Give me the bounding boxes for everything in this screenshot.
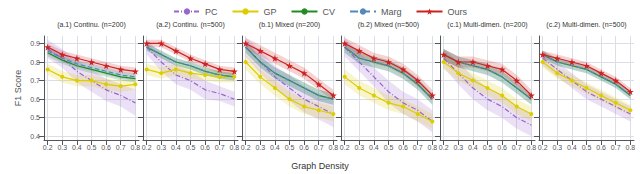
svg-text:0.6: 0.6 bbox=[497, 144, 507, 151]
svg-text:0.5: 0.5 bbox=[186, 144, 196, 151]
svg-text:0.7: 0.7 bbox=[30, 77, 40, 84]
svg-text:(a.2) Continu. (n=500): (a.2) Continu. (n=500) bbox=[156, 21, 225, 29]
svg-text:0.3: 0.3 bbox=[453, 144, 463, 151]
svg-text:0.3: 0.3 bbox=[354, 144, 364, 151]
svg-text:0.5: 0.5 bbox=[483, 144, 493, 151]
svg-text:0.5: 0.5 bbox=[582, 144, 592, 151]
svg-text:0.8: 0.8 bbox=[130, 144, 140, 151]
svg-text:0.6: 0.6 bbox=[398, 144, 408, 151]
svg-text:0.7: 0.7 bbox=[116, 144, 126, 151]
svg-text:0.4: 0.4 bbox=[468, 144, 478, 151]
svg-text:0.6: 0.6 bbox=[30, 96, 40, 103]
svg-text:(b.1) Mixed (n=200): (b.1) Mixed (n=200) bbox=[259, 21, 320, 29]
svg-text:Graph Density: Graph Density bbox=[291, 161, 349, 171]
svg-text:0.7: 0.7 bbox=[215, 144, 225, 151]
svg-text:0.8: 0.8 bbox=[30, 59, 40, 66]
svg-text:0.2: 0.2 bbox=[43, 144, 53, 151]
svg-text:0.5: 0.5 bbox=[87, 144, 97, 151]
svg-text:0.4: 0.4 bbox=[369, 144, 379, 151]
svg-text:Ours: Ours bbox=[448, 7, 468, 17]
svg-text:0.4: 0.4 bbox=[171, 144, 181, 151]
svg-text:0.6: 0.6 bbox=[200, 144, 210, 151]
svg-text:0.8: 0.8 bbox=[229, 144, 239, 151]
svg-text:0.3: 0.3 bbox=[156, 144, 166, 151]
svg-text:0.2: 0.2 bbox=[241, 144, 251, 151]
svg-text:0.7: 0.7 bbox=[611, 144, 621, 151]
svg-text:0.8: 0.8 bbox=[625, 144, 635, 151]
svg-text:0.8: 0.8 bbox=[328, 144, 338, 151]
svg-text:0.5: 0.5 bbox=[384, 144, 394, 151]
svg-text:GP: GP bbox=[263, 7, 276, 17]
svg-text:0.2: 0.2 bbox=[439, 144, 449, 151]
svg-text:0.5: 0.5 bbox=[285, 144, 295, 151]
svg-text:(c.1) Multi-dimen. (n=200): (c.1) Multi-dimen. (n=200) bbox=[447, 21, 527, 29]
svg-text:0.2: 0.2 bbox=[142, 144, 152, 151]
svg-text:CV: CV bbox=[322, 7, 335, 17]
svg-text:0.4: 0.4 bbox=[270, 144, 280, 151]
svg-text:F1 Score: F1 Score bbox=[13, 70, 23, 107]
svg-text:0.3: 0.3 bbox=[552, 144, 562, 151]
svg-text:0.5: 0.5 bbox=[30, 114, 40, 121]
svg-text:0.2: 0.2 bbox=[340, 144, 350, 151]
svg-text:0.7: 0.7 bbox=[314, 144, 324, 151]
svg-text:(a.1) Continu. (n=200): (a.1) Continu. (n=200) bbox=[57, 21, 126, 29]
svg-text:PC: PC bbox=[205, 7, 218, 17]
svg-text:0.6: 0.6 bbox=[299, 144, 309, 151]
svg-text:0.7: 0.7 bbox=[413, 144, 423, 151]
svg-text:0.8: 0.8 bbox=[526, 144, 536, 151]
svg-text:0.6: 0.6 bbox=[101, 144, 111, 151]
svg-text:0.4: 0.4 bbox=[72, 144, 82, 151]
svg-text:0.2: 0.2 bbox=[538, 144, 548, 151]
svg-text:0.9: 0.9 bbox=[30, 40, 40, 47]
svg-text:0.4: 0.4 bbox=[30, 133, 40, 140]
svg-text:0.6: 0.6 bbox=[596, 144, 606, 151]
svg-text:Marg: Marg bbox=[381, 7, 402, 17]
svg-text:0.7: 0.7 bbox=[512, 144, 522, 151]
svg-text:(c.2) Multi-dimen. (n=500): (c.2) Multi-dimen. (n=500) bbox=[546, 21, 626, 29]
svg-text:0.3: 0.3 bbox=[255, 144, 265, 151]
svg-text:0.3: 0.3 bbox=[57, 144, 67, 151]
svg-text:0.4: 0.4 bbox=[567, 144, 577, 151]
svg-text:0.8: 0.8 bbox=[427, 144, 437, 151]
svg-text:(b.2) Mixed (n=500): (b.2) Mixed (n=500) bbox=[358, 21, 419, 29]
